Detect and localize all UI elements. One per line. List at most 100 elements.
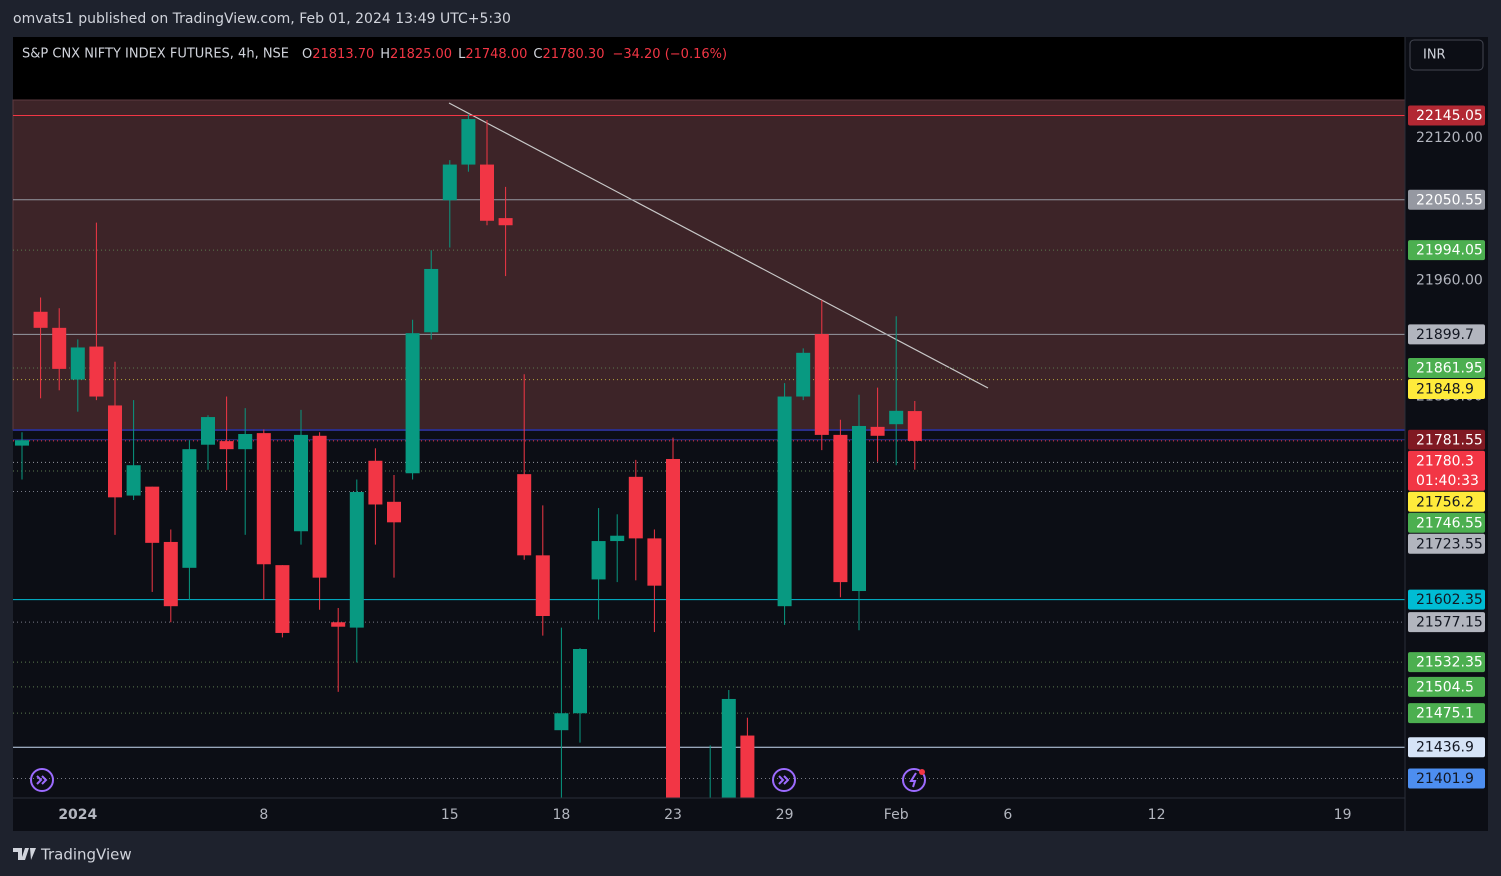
candle-body <box>498 218 513 226</box>
price-label: 21436.9 <box>1416 740 1474 756</box>
candle-body <box>52 327 67 369</box>
x-tick-label: 15 <box>441 807 459 823</box>
x-tick-label: 19 <box>1334 807 1352 823</box>
candle-body <box>591 541 606 580</box>
price-label-bg <box>1408 703 1485 724</box>
candle-body <box>275 565 290 633</box>
header-band <box>13 37 1405 100</box>
candle-body <box>796 352 811 397</box>
price-label-bg <box>1408 589 1485 610</box>
price-label: 21504.5 <box>1416 679 1474 695</box>
candle-body <box>833 434 848 583</box>
l-label: L <box>458 47 466 62</box>
price-label: 21723.55 <box>1416 536 1483 552</box>
price-label-bg <box>1408 768 1485 789</box>
price-label: 21532.35 <box>1416 655 1483 671</box>
candle-body <box>666 458 680 798</box>
candle-body <box>814 334 829 435</box>
h-label: H <box>380 47 390 62</box>
high: 21825.00 <box>390 47 452 62</box>
price-label: 22050.55 <box>1416 192 1483 208</box>
candle-body <box>331 622 346 627</box>
publish-info: omvats1 published on TradingView.com, Fe… <box>13 11 511 27</box>
candle-body <box>480 164 494 221</box>
candle-body <box>70 347 85 380</box>
x-tick-label: Feb <box>884 807 909 823</box>
candle-body <box>201 417 215 445</box>
footer-logo <box>13 848 36 860</box>
event-icon[interactable] <box>902 768 926 792</box>
price-label-bg <box>1408 533 1485 554</box>
x-tick-label: 2024 <box>58 807 97 823</box>
y-tick-label: 21960.00 <box>1416 273 1483 289</box>
low: 21748.00 <box>465 47 527 62</box>
x-tick-label: 23 <box>664 807 682 823</box>
price-label: 21780.3 <box>1416 453 1474 469</box>
candle-body <box>163 541 178 607</box>
price-label-bg <box>1408 450 1485 491</box>
price-label-bg <box>1408 612 1485 633</box>
footer: TradingView <box>40 846 132 864</box>
candle-body <box>554 713 569 731</box>
price-label: 21475.1 <box>1416 706 1474 722</box>
candle-body <box>870 426 885 436</box>
candle-body <box>108 405 122 498</box>
zone <box>12 99 1406 431</box>
candle-body <box>238 434 253 450</box>
currency[interactable]: INR <box>1423 48 1446 63</box>
candle-body <box>145 486 160 543</box>
price-label-bg <box>1408 240 1485 261</box>
price-label: 21994.05 <box>1416 243 1483 259</box>
price-label-bg <box>1408 189 1485 210</box>
candle-body <box>89 346 104 397</box>
currency-button[interactable] <box>1409 39 1484 71</box>
price-label: 21746.55 <box>1416 515 1483 531</box>
candle-body <box>424 268 439 333</box>
countdown: 01:40:33 <box>1416 473 1479 489</box>
candle-body <box>294 434 308 532</box>
candle-body <box>405 333 420 474</box>
trend-line <box>448 102 989 389</box>
candle-body <box>461 119 476 165</box>
price-label: 21602.35 <box>1416 592 1483 608</box>
candle-body <box>777 396 792 607</box>
x-tick-label: 12 <box>1148 807 1166 823</box>
price-label: 21756.2 <box>1416 494 1474 510</box>
candle-body <box>721 698 736 798</box>
candle-body <box>219 441 234 450</box>
candle-body <box>647 538 662 586</box>
candle-body <box>535 555 550 617</box>
o-label: O <box>302 47 312 62</box>
candle-body <box>387 501 401 523</box>
price-label-bg <box>1408 324 1485 345</box>
x-tick-label: 29 <box>776 807 794 823</box>
price-label-bg <box>1408 105 1485 126</box>
candle-body <box>442 164 457 201</box>
candle-body <box>573 649 587 714</box>
candle-body <box>740 735 755 798</box>
open: 21813.70 <box>312 47 374 62</box>
candle-body <box>33 311 48 328</box>
price-label: 21577.15 <box>1416 615 1483 631</box>
x-tick-label: 8 <box>259 807 268 823</box>
price-label-bg <box>1408 652 1485 673</box>
candle-body <box>349 491 364 628</box>
y-tick-label: 22120.00 <box>1416 130 1483 146</box>
price-label: 21781.55 <box>1416 432 1483 448</box>
price-label-bg <box>1408 512 1485 533</box>
candle-body <box>126 465 141 496</box>
price-label: 21401.9 <box>1416 771 1474 787</box>
price-label: 21848.9 <box>1416 382 1474 398</box>
price-label: 21861.95 <box>1416 361 1483 377</box>
symbol: S&P CNX NIFTY INDEX FUTURES, 4h, NSE <box>22 47 289 62</box>
candle-body <box>256 433 271 565</box>
close: 21780.30 <box>542 47 604 62</box>
price-label: 22145.05 <box>1416 108 1483 124</box>
candle-body <box>312 435 327 578</box>
c-label: C <box>533 47 542 62</box>
replay-icon[interactable] <box>772 768 796 792</box>
replay-icon[interactable] <box>30 768 54 792</box>
candle-body <box>610 535 625 542</box>
candle-body <box>628 476 643 539</box>
